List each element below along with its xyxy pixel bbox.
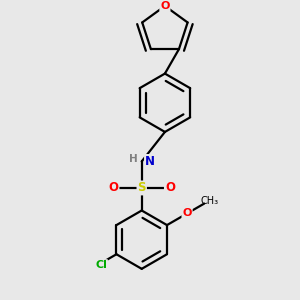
Text: Cl: Cl	[95, 260, 107, 270]
Text: N: N	[145, 155, 155, 168]
Text: O: O	[160, 1, 170, 11]
Text: H: H	[129, 154, 138, 164]
Text: O: O	[165, 182, 175, 194]
Text: O: O	[182, 208, 192, 218]
Text: O: O	[109, 182, 118, 194]
Text: S: S	[137, 182, 146, 194]
Text: CH₃: CH₃	[201, 196, 219, 206]
